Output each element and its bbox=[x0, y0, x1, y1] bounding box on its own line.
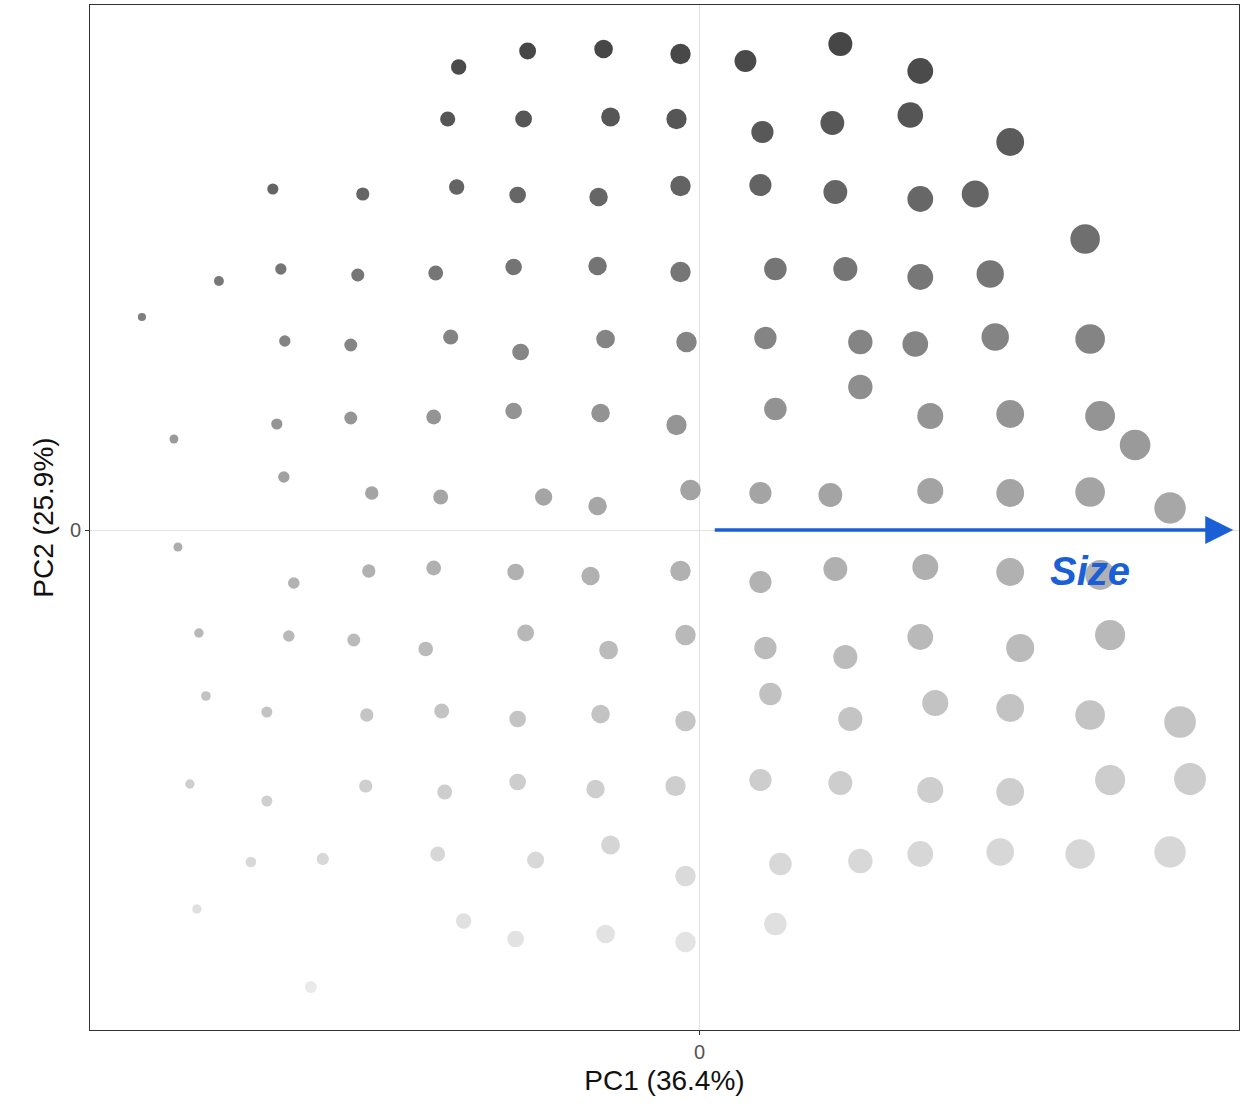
svg-text:Size: Size bbox=[1050, 549, 1130, 593]
svg-text:0: 0 bbox=[694, 1041, 705, 1063]
svg-text:PC2 (25.9%): PC2 (25.9%) bbox=[28, 437, 59, 597]
svg-text:PC1 (36.4%): PC1 (36.4%) bbox=[584, 1065, 744, 1096]
svg-text:0: 0 bbox=[70, 519, 81, 541]
